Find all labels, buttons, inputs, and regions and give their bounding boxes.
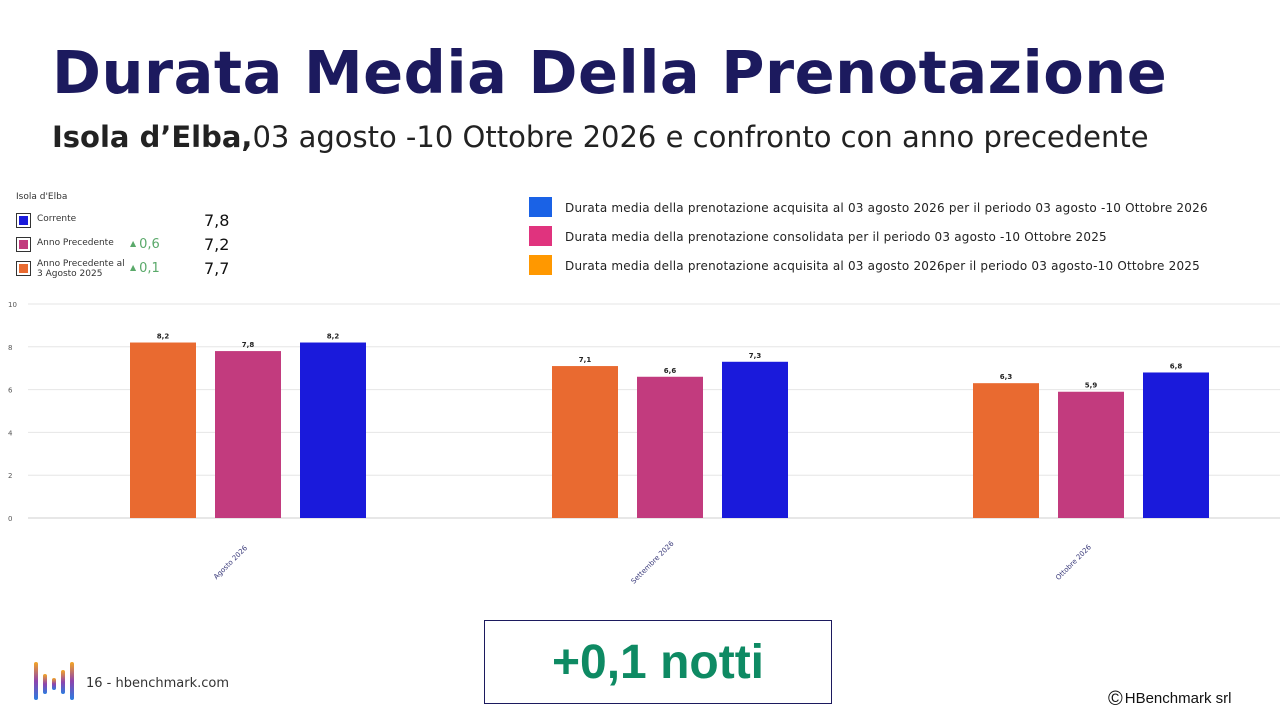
footer-page: 16 - hbenchmark.com [86, 676, 230, 691]
bar [215, 351, 281, 518]
kpi-delta: ▲ 0,1 [130, 261, 160, 276]
kpi-row-anno-precedente: Anno Precedente ▲ 0,6 7,2 [16, 235, 256, 259]
y-tick-label: 10 [8, 301, 17, 309]
arrow-up-icon: ▲ [130, 239, 137, 248]
y-tick-label: 6 [8, 387, 13, 395]
bar-chart: 0 2 4 6 8 10 8,2 7,8 8,2 Agosto 2026 7,1 6,6 7,3 Sett… [8, 301, 1280, 586]
delta-callout: +0,1 notti [484, 620, 832, 704]
kpi-row-anno-precedente-agosto: Anno Precedente al 3 Agosto 2025 ▲ 0,1 7,… [16, 259, 256, 285]
legend-swatch [529, 197, 552, 217]
data-label: 7,8 [242, 341, 255, 349]
kpi-swatch-fill [19, 264, 28, 273]
data-label: 6,3 [1000, 373, 1013, 381]
bar [552, 366, 618, 518]
data-label: 8,2 [157, 333, 170, 341]
data-label: 7,3 [749, 352, 762, 360]
kpi-swatch-fill [19, 216, 28, 225]
kpi-value: 7,7 [204, 259, 230, 278]
y-tick-label: 2 [8, 472, 12, 480]
subtitle-location: Isola d’Elba, [52, 120, 253, 154]
x-tick-label: Agosto 2026 [212, 544, 249, 581]
kpi-title: Isola d'Elba [16, 192, 68, 202]
y-tick-label: 0 [8, 515, 12, 523]
legend-text: Durata media della prenotazione consolid… [565, 230, 1107, 244]
copyright-icon: © [1108, 688, 1123, 710]
data-label: 6,8 [1170, 362, 1183, 370]
hbenchmark-logo-icon [34, 662, 74, 700]
legend-swatch [529, 226, 552, 246]
kpi-delta-value: 0,6 [139, 237, 160, 252]
kpi-delta-value: 0,1 [139, 261, 160, 276]
kpi-row-corrente: Corrente 7,8 [16, 211, 256, 235]
kpi-swatch [16, 261, 31, 276]
y-tick-label: 8 [8, 344, 12, 352]
kpi-swatch [16, 213, 31, 228]
bar [637, 376, 703, 518]
data-label: 6,6 [664, 367, 677, 375]
x-tick-label: Ottobre 2026 [1054, 543, 1093, 582]
y-tick-label: 4 [8, 429, 13, 437]
kpi-label: Anno Precedente al 3 Agosto 2025 [37, 259, 125, 279]
kpi-value: 7,8 [204, 211, 230, 230]
bar [1058, 391, 1124, 518]
bar [973, 383, 1039, 518]
arrow-up-icon: ▲ [130, 263, 137, 272]
legend-swatch [529, 255, 552, 275]
callout-text: +0,1 notti [551, 635, 765, 689]
kpi-label: Corrente [37, 214, 77, 224]
kpi-value: 7,2 [204, 235, 230, 254]
kpi-swatch-fill [19, 240, 28, 249]
data-label: 8,2 [327, 333, 340, 341]
bar [300, 342, 366, 518]
bar [722, 361, 788, 518]
copyright: © HBenchmark srl [1108, 688, 1231, 711]
subtitle-period: 03 agosto -10 Ottobre 2026 e confronto c… [252, 120, 1149, 154]
kpi-label: Anno Precedente [37, 238, 114, 248]
kpi-delta: ▲ 0,6 [130, 237, 160, 252]
x-tick-label: Settembre 2026 [630, 539, 676, 585]
copyright-text: HBenchmark srl [1124, 690, 1232, 707]
bar [130, 342, 196, 518]
page-title: Durata Media Della Prenotazione [52, 38, 1168, 107]
data-label: 5,9 [1085, 382, 1098, 390]
data-label: 7,1 [579, 356, 592, 364]
legend-text: Durata media della prenotazione acquisit… [565, 259, 1200, 273]
bar [1143, 372, 1209, 518]
kpi-swatch [16, 237, 31, 252]
legend-text: Durata media della prenotazione acquisit… [565, 201, 1208, 215]
page-subtitle: Isola d’Elba,03 agosto -10 Ottobre 2026 … [52, 120, 1149, 154]
kpi-scorecard: Isola d'Elba Corrente 7,8 Anno Precedent… [16, 192, 256, 285]
